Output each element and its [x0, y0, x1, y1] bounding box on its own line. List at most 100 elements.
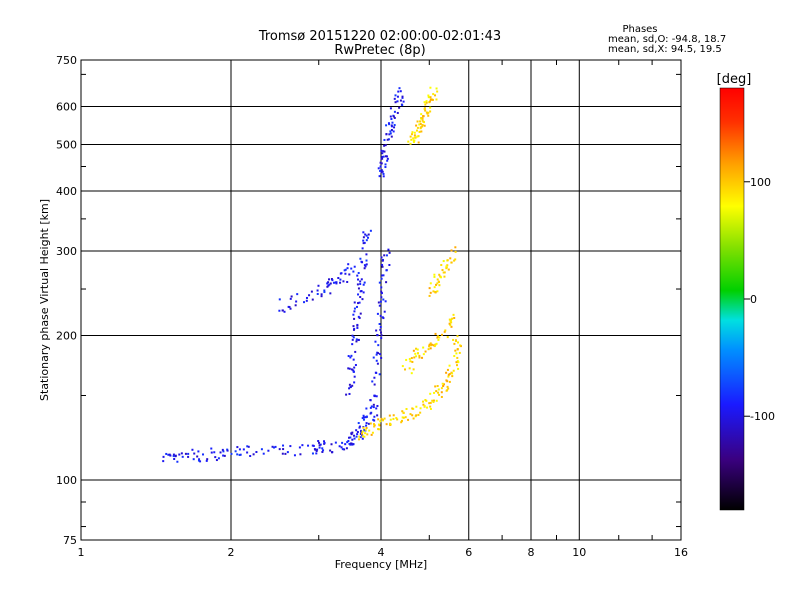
data-point-O	[383, 254, 386, 257]
data-point-X	[409, 135, 412, 138]
y-tick-label: 600	[56, 101, 77, 114]
data-point-X	[449, 318, 452, 321]
data-point-X	[445, 265, 448, 268]
data-point-X	[412, 137, 415, 140]
data-point-X	[392, 414, 395, 417]
data-point-O	[363, 241, 366, 244]
data-point-O	[399, 90, 402, 93]
data-point-O	[385, 133, 388, 136]
data-point-O	[351, 343, 354, 346]
data-point-O	[178, 453, 181, 456]
data-point-O	[343, 448, 346, 451]
x-tick-label: 4	[378, 546, 385, 559]
data-point-O	[282, 444, 285, 447]
data-point-O	[236, 446, 239, 449]
data-point-O	[386, 159, 389, 162]
data-point-O	[353, 375, 356, 378]
data-point-X	[448, 364, 451, 367]
data-point-O	[390, 124, 393, 127]
data-point-O	[393, 97, 396, 100]
data-point-O	[351, 338, 354, 341]
data-point-O	[340, 272, 343, 275]
chart-subtitle: RwPretec (8p)	[334, 43, 425, 58]
data-point-X	[436, 90, 439, 93]
data-point-X	[424, 103, 427, 106]
data-point-O	[310, 290, 313, 293]
y-tick-label: 500	[56, 139, 77, 152]
data-point-O	[369, 229, 372, 232]
data-point-X	[417, 135, 420, 138]
data-point-X	[409, 360, 412, 363]
data-point-X	[425, 100, 428, 103]
data-point-O	[202, 453, 205, 456]
data-point-O	[348, 367, 351, 370]
data-point-X	[415, 124, 418, 127]
data-point-X	[378, 428, 381, 431]
colorbar-ticks: 100 0 -100	[744, 176, 775, 423]
data-point-X	[440, 264, 443, 267]
data-point-O	[374, 340, 377, 343]
data-point-O	[173, 458, 176, 461]
data-point-O	[314, 448, 317, 451]
data-point-O	[355, 305, 358, 308]
data-point-O	[390, 117, 393, 120]
data-point-X	[455, 361, 458, 364]
colorbar-label: [deg]	[717, 72, 752, 87]
data-point-X	[419, 122, 422, 125]
data-point-X	[377, 423, 380, 426]
data-point-O	[167, 453, 170, 456]
x-tick-label: 8	[528, 546, 535, 559]
data-point-O	[352, 313, 355, 316]
data-point-O	[327, 284, 330, 287]
data-point-O	[383, 144, 386, 147]
data-point-O	[398, 106, 401, 109]
data-point-O	[343, 269, 346, 272]
data-point-X	[423, 124, 426, 127]
data-point-O	[187, 455, 190, 458]
data-point-O	[217, 457, 220, 460]
data-point-X	[457, 361, 460, 364]
data-point-O	[352, 358, 355, 361]
data-point-O	[362, 416, 365, 419]
data-point-X	[440, 387, 443, 390]
data-point-O	[367, 236, 370, 239]
data-point-O	[380, 162, 383, 165]
data-point-X	[371, 431, 374, 434]
data-point-X	[447, 387, 450, 390]
data-point-O	[365, 415, 368, 418]
data-point-O	[312, 444, 315, 447]
data-point-O	[388, 251, 391, 254]
data-point-O	[346, 280, 349, 283]
data-point-X	[451, 317, 454, 320]
data-point-X	[412, 368, 415, 371]
data-point-O	[326, 282, 329, 285]
data-point-X	[413, 131, 416, 134]
data-point-X	[446, 264, 449, 267]
data-point-O	[289, 445, 292, 448]
data-point-O	[348, 273, 351, 276]
data-point-X	[395, 417, 398, 420]
data-point-O	[347, 439, 350, 442]
data-point-X	[449, 257, 452, 260]
data-point-X	[432, 400, 435, 403]
data-point-X	[454, 258, 457, 261]
y-axis-label: Stationary phase Virtual Height [km]	[38, 199, 51, 401]
data-point-O	[357, 293, 360, 296]
data-point-O	[390, 135, 393, 138]
data-point-O	[347, 367, 350, 370]
data-point-X	[435, 87, 438, 90]
colorbar-tick-label: -100	[750, 410, 775, 423]
data-point-X	[373, 424, 376, 427]
data-point-X	[361, 430, 364, 433]
data-point-X	[429, 407, 432, 410]
data-point-O	[394, 101, 397, 104]
data-point-X	[429, 282, 432, 285]
data-point-O	[350, 368, 353, 371]
data-point-O	[357, 302, 360, 305]
data-point-O	[344, 443, 347, 446]
data-point-X	[410, 133, 413, 136]
x-tick-label: 6	[465, 546, 472, 559]
data-point-O	[375, 407, 378, 410]
data-point-O	[380, 171, 383, 174]
x-tick-label: 10	[572, 546, 586, 559]
